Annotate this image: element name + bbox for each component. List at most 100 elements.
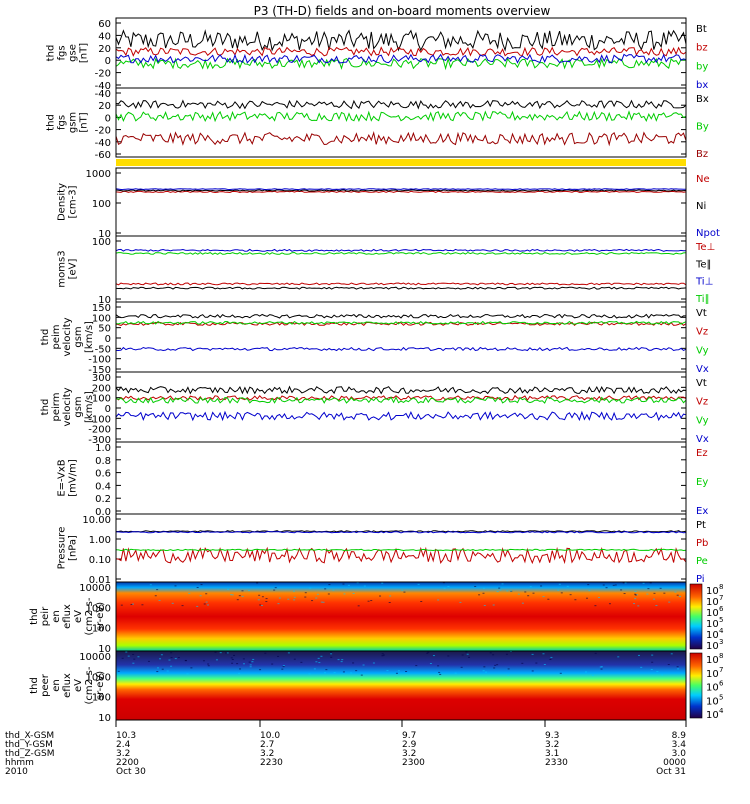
- heatmap-speckle: [489, 652, 492, 654]
- heatmap-speckle: [360, 674, 363, 676]
- series-Pt: [116, 530, 687, 533]
- heatmap-speckle: [663, 592, 666, 594]
- footer-value: 3.2: [260, 749, 274, 759]
- heatmap-speckle: [170, 652, 173, 654]
- footer-value: 3.0: [672, 749, 687, 759]
- footer-value: 2200: [116, 758, 139, 768]
- heatmap-speckle: [341, 659, 344, 661]
- heatmap-speckle: [340, 661, 343, 663]
- series-bz: [115, 46, 687, 57]
- heatmap-speckle: [174, 658, 177, 660]
- heatmap-speckle: [184, 659, 187, 661]
- heatmap-speckle: [401, 589, 404, 591]
- heatmap-speckle: [542, 653, 545, 655]
- y-tick-label: 0.6: [95, 469, 111, 480]
- heatmap-speckle: [315, 597, 318, 599]
- heatmap-speckle: [322, 601, 325, 603]
- heatmap-speckle: [231, 662, 234, 664]
- heatmap-speckle: [622, 582, 625, 584]
- y-axis-label: en: [51, 610, 62, 623]
- y-axis-label: [nT]: [79, 112, 90, 132]
- heatmap-speckle: [141, 604, 144, 606]
- y-tick-label: 100: [92, 624, 111, 635]
- heatmap-speckle: [242, 658, 245, 660]
- legend-Bt: Bt: [696, 24, 707, 35]
- heatmap-speckle: [415, 665, 418, 667]
- heatmap-speckle: [461, 654, 464, 656]
- heatmap-speckle: [677, 668, 680, 670]
- y-axis-label: thd: [40, 329, 51, 346]
- heatmap-speckle: [507, 668, 510, 670]
- heatmap-speckle: [617, 656, 620, 658]
- series-Vt: [115, 313, 686, 319]
- footer-value: 8.9: [672, 731, 687, 741]
- y-axis-label: velocity: [62, 317, 73, 356]
- legend-Te∥: Te∥: [695, 259, 712, 270]
- y-tick-label: 40: [98, 31, 111, 42]
- y-axis-label: thd: [46, 45, 57, 62]
- heatmap-speckle: [670, 653, 673, 655]
- y-tick-label: 0.8: [95, 456, 111, 467]
- heatmap-speckle: [327, 593, 330, 595]
- legend-Ez: Ez: [696, 448, 708, 459]
- series-Vx: [115, 410, 687, 422]
- y-axis-label: E=-VxB: [57, 459, 68, 496]
- heatmap-speckle: [465, 651, 468, 653]
- panel-pressure: Pressure [nPa]10.00 1.00 0.10 0.01 Pt Pb Pe Pi: [57, 513, 708, 586]
- footer-value: 0000: [663, 758, 686, 768]
- heatmap-speckle: [550, 656, 553, 658]
- y-axis-label: gsm: [73, 396, 84, 417]
- heatmap-speckle: [160, 654, 163, 656]
- series-Ti⊥: [115, 248, 687, 252]
- y-axis-label: peim: [51, 324, 62, 349]
- heatmap-speckle: [594, 605, 597, 607]
- heatmap-speckle: [600, 668, 603, 670]
- heatmap-speckle: [320, 655, 323, 657]
- heatmap-speckle: [226, 652, 229, 654]
- colorbar-tick-exp: 8: [719, 652, 723, 660]
- y-axis-label: thd: [29, 677, 40, 694]
- heatmap-speckle: [190, 667, 193, 669]
- heatmap-speckle: [248, 661, 251, 663]
- heatmap-speckle: [427, 651, 430, 653]
- y-tick-label: -40: [95, 81, 111, 92]
- heatmap-speckle: [252, 658, 255, 660]
- legend-Vx: Vx: [696, 434, 709, 445]
- heatmap-speckle: [156, 667, 159, 669]
- heatmap-speckle: [599, 666, 602, 668]
- heatmap-speckle: [264, 652, 267, 654]
- heatmap-speckle: [493, 667, 496, 669]
- series-Vy: [115, 320, 687, 325]
- y-axis-label: peir: [40, 606, 51, 626]
- colorbar-tick-base: 10: [706, 619, 719, 630]
- heatmap-speckle: [521, 662, 524, 664]
- heatmap-speckle: [125, 651, 128, 653]
- y-axis-label: eV: [73, 679, 84, 692]
- heatmap-speckle: [248, 590, 251, 592]
- heatmap-speckle: [634, 593, 637, 595]
- heatmap-speckle: [117, 670, 120, 672]
- heatmap-speckle: [655, 605, 658, 607]
- y-tick-label: 1000: [86, 603, 111, 614]
- heatmap-speckle: [370, 600, 373, 602]
- legend-Vz: Vz: [696, 397, 708, 408]
- heatmap-speckle: [483, 604, 486, 606]
- panel-density: Density [cm-3] 1000 100 10 Ne Ni Npot: [57, 167, 720, 240]
- heatmap-speckle: [249, 666, 252, 668]
- footer-value: 3.1: [545, 749, 559, 759]
- y-tick-label: 1000: [86, 672, 111, 683]
- heatmap-speckle: [320, 601, 323, 603]
- heatmap-speckle: [588, 590, 591, 592]
- panel-peir_spectrogram: thd peir en eflux eV (cm2-s-sr-eV) 10000 1000 10…: [29, 581, 724, 655]
- y-tick-label: -150: [88, 365, 111, 376]
- series-Pe: [115, 548, 687, 552]
- heatmap-speckle: [231, 594, 234, 596]
- footer-value: 9.7: [402, 731, 416, 741]
- heatmap-speckle: [260, 604, 263, 606]
- colorbar-tick-exp: 7: [719, 594, 723, 602]
- heatmap-speckle: [196, 586, 199, 588]
- heatmap-speckle: [454, 672, 457, 674]
- heatmap-speckle: [620, 589, 623, 591]
- heatmap-speckle: [271, 663, 274, 665]
